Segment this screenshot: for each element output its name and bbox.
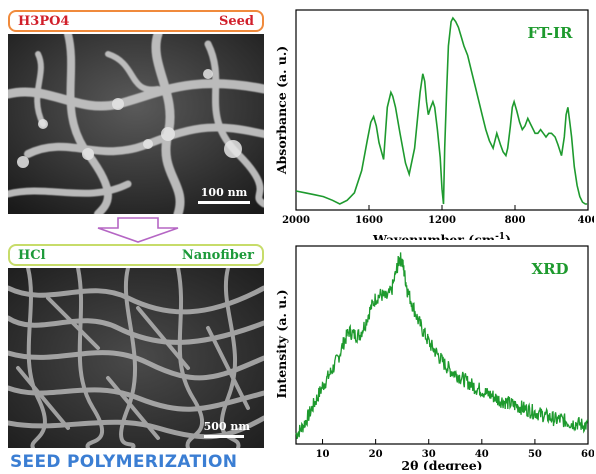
- xrd-xlabel: 2θ (degree): [401, 458, 482, 470]
- sem-nanofiber-picture: [8, 268, 264, 448]
- x-tick-label: 30: [422, 449, 436, 460]
- top-label-right: Seed: [218, 13, 254, 29]
- scale-label-bottom: 500 nm: [203, 420, 250, 433]
- scale-bar-bottom: 500 nm: [203, 420, 250, 438]
- x-tick-label: 20: [369, 449, 383, 460]
- x-tick-label: 400: [578, 215, 594, 226]
- scale-bar-top: 100 nm: [198, 186, 250, 204]
- bottom-label-right: Nanofiber: [181, 247, 254, 263]
- x-tick-label: 800: [505, 215, 526, 226]
- ftir-ylabel: Absorbance (a. u.): [274, 46, 289, 175]
- down-arrow-icon: [97, 217, 179, 243]
- x-tick-label: 2000: [282, 215, 310, 226]
- bottom-label-left: HCl: [18, 247, 46, 263]
- top-label-left: H3PO4: [18, 13, 70, 29]
- x-tick-label: 60: [581, 449, 594, 460]
- xrd-title: XRD: [531, 260, 568, 278]
- ftir-title: FT-IR: [527, 24, 573, 42]
- xrd-series-line: [295, 252, 589, 440]
- ftir-x-ticks: 2000 1600 1200 800 400: [282, 205, 594, 226]
- sem-image-seed: 100 nm: [8, 34, 264, 214]
- top-label-bar: H3PO4 Seed: [8, 10, 264, 32]
- x-tick-label: 1200: [428, 215, 456, 226]
- ftir-series-line: [295, 16, 588, 205]
- xrd-ylabel: Intensity (a. u.): [274, 290, 289, 399]
- sem-seed-picture: [8, 34, 264, 214]
- x-tick-label: 1600: [355, 215, 383, 226]
- scale-label-top: 100 nm: [200, 186, 248, 199]
- sem-image-nanofiber: 500 nm: [8, 268, 264, 448]
- x-tick-label: 40: [475, 449, 489, 460]
- caption-text: SEED POLYMERIZATION: [10, 452, 238, 472]
- ftir-xlabel: Wavenumber (cm-1): [372, 232, 511, 240]
- x-tick-label: 50: [528, 449, 542, 460]
- xrd-x-ticks: 10 20 30 40 50 60: [316, 439, 594, 460]
- ftir-chart: 2000 1600 1200 800 400 FT-IR Wavenumber (cm-…: [274, 9, 594, 240]
- bottom-label-bar: HCl Nanofiber: [8, 244, 264, 266]
- x-tick-label: 10: [316, 449, 330, 460]
- xrd-chart: 10 20 30 40 50 60 XRD 2θ (degree) Intensity (…: [274, 245, 594, 470]
- xrd-plot-frame: [295, 245, 589, 445]
